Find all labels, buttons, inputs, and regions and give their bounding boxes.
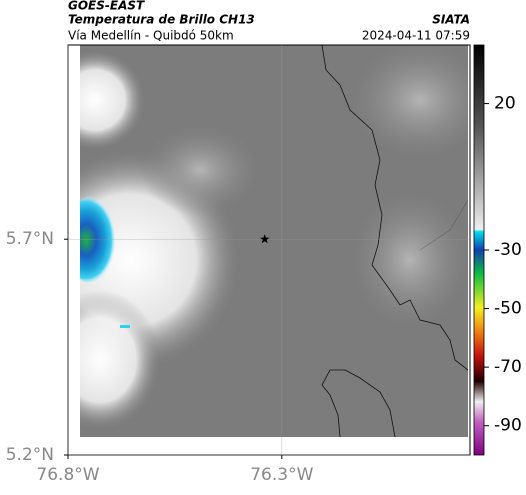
credit: SIATA: [432, 13, 470, 27]
x-tick-label: 76.8°W: [36, 465, 99, 485]
colorbar-tick-label: 20: [494, 94, 516, 114]
colorbar: [473, 44, 485, 456]
x-tick-label: 76.3°W: [250, 465, 313, 485]
source: GOES-EAST: [68, 0, 145, 13]
y-tick-label: 5.2°N: [6, 445, 54, 465]
y-tick-label: 5.7°N: [6, 229, 54, 249]
colorbar-tick-label: -90: [494, 416, 522, 436]
satellite-image: [80, 45, 468, 437]
colorbar-tick-label: -70: [494, 357, 522, 377]
location-marker: [260, 234, 270, 244]
subtitle: Vía Medellín - Quibdó 50km: [68, 29, 234, 43]
colorbar-tick-label: -30: [494, 240, 522, 260]
colorbar-tick-label: -50: [494, 299, 522, 319]
title: Temperatura de Brillo CH13: [68, 13, 255, 27]
timestamp: 2024-04-11 07:59: [362, 29, 470, 43]
